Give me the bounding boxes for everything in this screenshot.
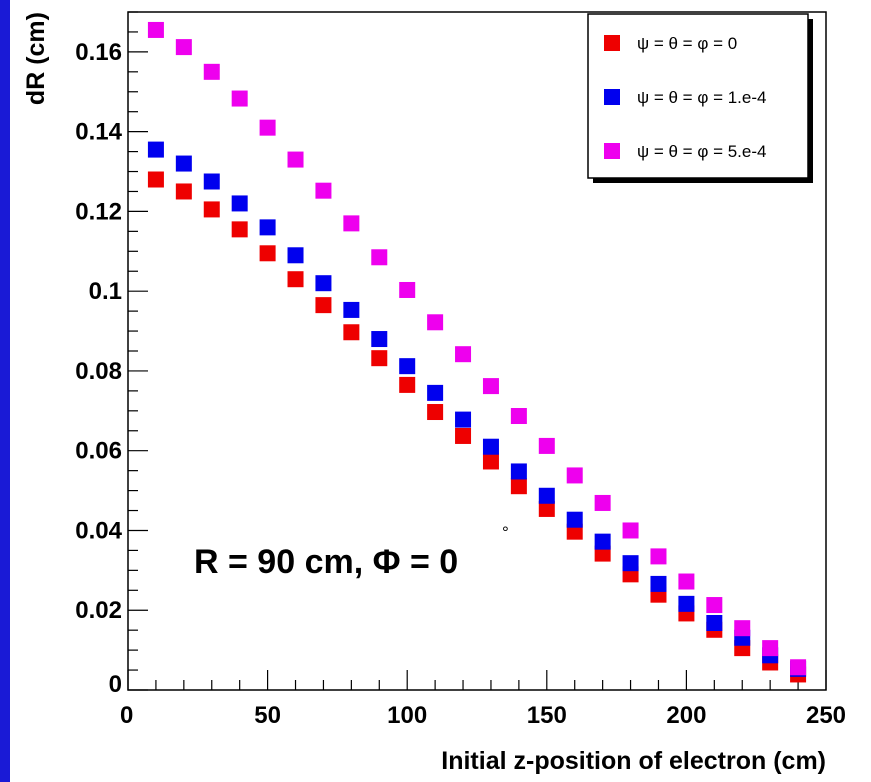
- x-tick-label: 200: [666, 702, 706, 729]
- data-point-series-3: [622, 522, 639, 539]
- x-tick-label: 0: [120, 702, 133, 729]
- data-point-series-3: [510, 408, 527, 425]
- x-axis-title: Initial z-position of electron (cm): [441, 747, 826, 775]
- x-tick-label: 50: [254, 702, 281, 729]
- degree-symbol: °: [502, 523, 509, 542]
- data-point-series-1: [175, 183, 192, 200]
- legend-label-series-1: ψ = θ = φ = 0: [637, 34, 737, 53]
- legend-marker-series-3: [604, 143, 620, 159]
- data-point-series-2: [259, 219, 276, 236]
- data-point-series-1: [343, 324, 360, 341]
- y-tick-label: 0.02: [75, 597, 122, 624]
- y-tick-label: 0: [109, 671, 122, 698]
- data-point-series-2: [175, 155, 192, 172]
- legend-box: [587, 13, 809, 179]
- data-point-series-1: [427, 404, 444, 421]
- data-point-series-2: [538, 487, 555, 504]
- y-tick-label: 0.14: [75, 119, 122, 146]
- data-point-series-2: [399, 358, 416, 375]
- data-point-series-2: [706, 614, 723, 631]
- y-tick-label: 0.04: [75, 517, 122, 544]
- data-point-series-2: [566, 511, 583, 528]
- data-point-series-2: [371, 331, 388, 348]
- data-point-series-2: [650, 575, 667, 592]
- data-point-series-2: [203, 173, 220, 190]
- data-point-series-1: [371, 350, 388, 367]
- data-point-series-1: [287, 271, 304, 288]
- y-tick-label: 0.06: [75, 438, 122, 465]
- data-point-series-3: [427, 314, 444, 331]
- data-point-series-2: [231, 195, 248, 212]
- left-border-strip: [0, 0, 10, 782]
- data-point-series-3: [455, 346, 472, 363]
- data-point-series-3: [706, 597, 723, 614]
- legend-marker-series-1: [604, 35, 620, 51]
- data-point-series-3: [147, 21, 164, 38]
- data-point-series-3: [231, 90, 248, 107]
- data-point-series-3: [343, 215, 360, 232]
- data-point-series-1: [315, 297, 332, 314]
- y-tick-label: 0.16: [75, 39, 122, 66]
- data-point-series-2: [147, 141, 164, 158]
- x-tick-label: 150: [527, 702, 567, 729]
- y-tick-label: 0.1: [89, 278, 122, 305]
- data-point-series-3: [678, 573, 695, 590]
- data-point-series-1: [399, 376, 416, 393]
- data-point-series-3: [371, 249, 388, 266]
- data-point-series-1: [455, 427, 472, 444]
- x-tick-label: 100: [387, 702, 427, 729]
- data-point-series-3: [175, 39, 192, 56]
- data-point-series-1: [259, 245, 276, 262]
- data-point-series-3: [203, 63, 220, 80]
- data-point-series-2: [594, 533, 611, 550]
- data-point-series-3: [650, 548, 667, 565]
- data-point-series-2: [287, 247, 304, 264]
- data-point-series-3: [287, 151, 304, 168]
- data-point-series-3: [259, 119, 276, 136]
- data-point-series-2: [315, 275, 332, 292]
- legend-label-series-3: ψ = θ = φ = 5.e-4: [637, 142, 766, 161]
- data-point-series-1: [482, 453, 499, 470]
- data-point-series-2: [455, 411, 472, 428]
- x-tick-label: 250: [806, 702, 846, 729]
- data-point-series-3: [538, 437, 555, 454]
- data-point-series-2: [510, 463, 527, 480]
- data-point-series-1: [203, 201, 220, 218]
- annotation-text: R = 90 cm, Φ = 0: [194, 543, 458, 581]
- legend-label-series-2: ψ = θ = φ = 1.e-4: [637, 88, 766, 107]
- data-point-series-3: [315, 182, 332, 199]
- data-point-series-1: [538, 500, 555, 517]
- data-point-series-2: [678, 595, 695, 612]
- y-tick-label: 0.12: [75, 198, 122, 225]
- data-point-series-2: [622, 555, 639, 572]
- data-point-series-1: [231, 221, 248, 238]
- data-point-series-2: [427, 384, 444, 401]
- data-point-series-3: [762, 640, 779, 657]
- legend-marker-series-2: [604, 89, 620, 105]
- data-point-series-3: [399, 281, 416, 298]
- data-point-series-1: [147, 171, 164, 188]
- data-point-series-1: [510, 478, 527, 495]
- y-axis-title: dR (cm): [22, 12, 50, 105]
- data-point-series-3: [566, 467, 583, 484]
- data-point-series-2: [343, 301, 360, 318]
- data-point-series-3: [594, 494, 611, 511]
- data-point-series-3: [790, 659, 807, 676]
- y-tick-label: 0.08: [75, 358, 122, 385]
- data-point-series-3: [482, 378, 499, 395]
- data-point-series-3: [734, 620, 751, 637]
- data-point-series-2: [482, 438, 499, 455]
